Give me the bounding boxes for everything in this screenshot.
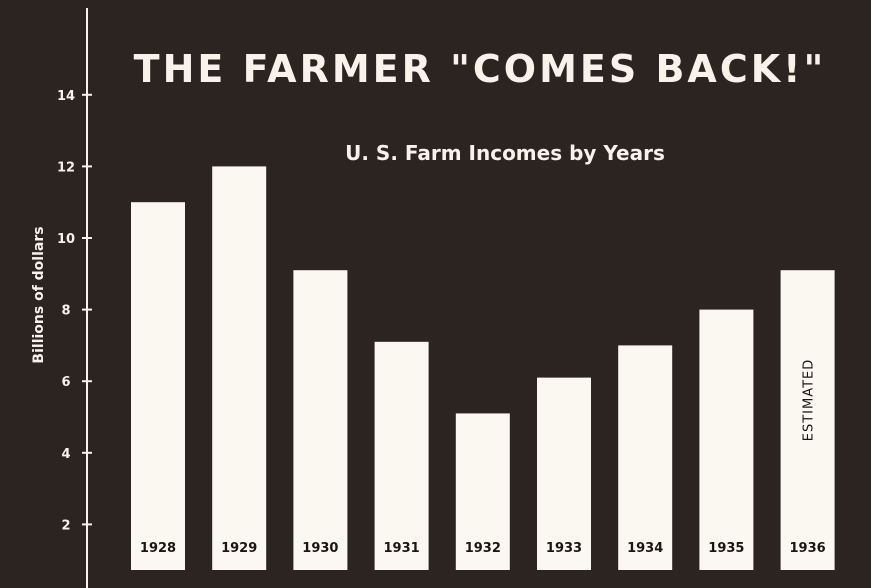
y-tick-label-2: 2 [61,518,70,533]
y-axis-label: Billions of dollars [31,226,47,363]
y-tick-label-6: 6 [61,375,70,390]
bar-1935 [699,309,754,570]
bar-1936 [780,270,835,570]
category-label-1936: 1936 [790,541,826,556]
annotation-estimated: ESTIMATED [802,359,817,442]
bar-1928 [131,202,185,570]
category-label-1935: 1935 [708,541,744,556]
category-label-1931: 1931 [384,541,420,556]
bar-1929 [212,166,267,570]
category-label-1930: 1930 [302,541,338,556]
y-tick-label-8: 8 [61,304,70,319]
bar-1934 [618,345,673,570]
y-tick-label-14: 14 [57,89,75,104]
chart-title: THE FARMER "COMES BACK!" [134,47,827,91]
category-label-1933: 1933 [546,541,582,556]
bar-1933 [537,377,591,570]
bar-1931 [374,341,429,570]
bar-1930 [293,270,348,570]
chart-subtitle: U. S. Farm Incomes by Years [345,141,665,165]
y-axis-ticks: 2 4 6 8 10 12 14 [57,89,92,533]
category-label-1934: 1934 [627,541,663,556]
category-label-1928: 1928 [140,541,176,556]
y-tick-label-10: 10 [57,232,75,247]
category-label-1932: 1932 [465,541,501,556]
bar-1932 [455,413,510,570]
bars: 1928 1929 1930 1931 1932 1933 1934 1935 1936 ESTI… [131,166,835,570]
category-label-1929: 1929 [221,541,257,556]
y-tick-label-12: 12 [57,160,75,175]
y-tick-label-4: 4 [61,447,70,462]
